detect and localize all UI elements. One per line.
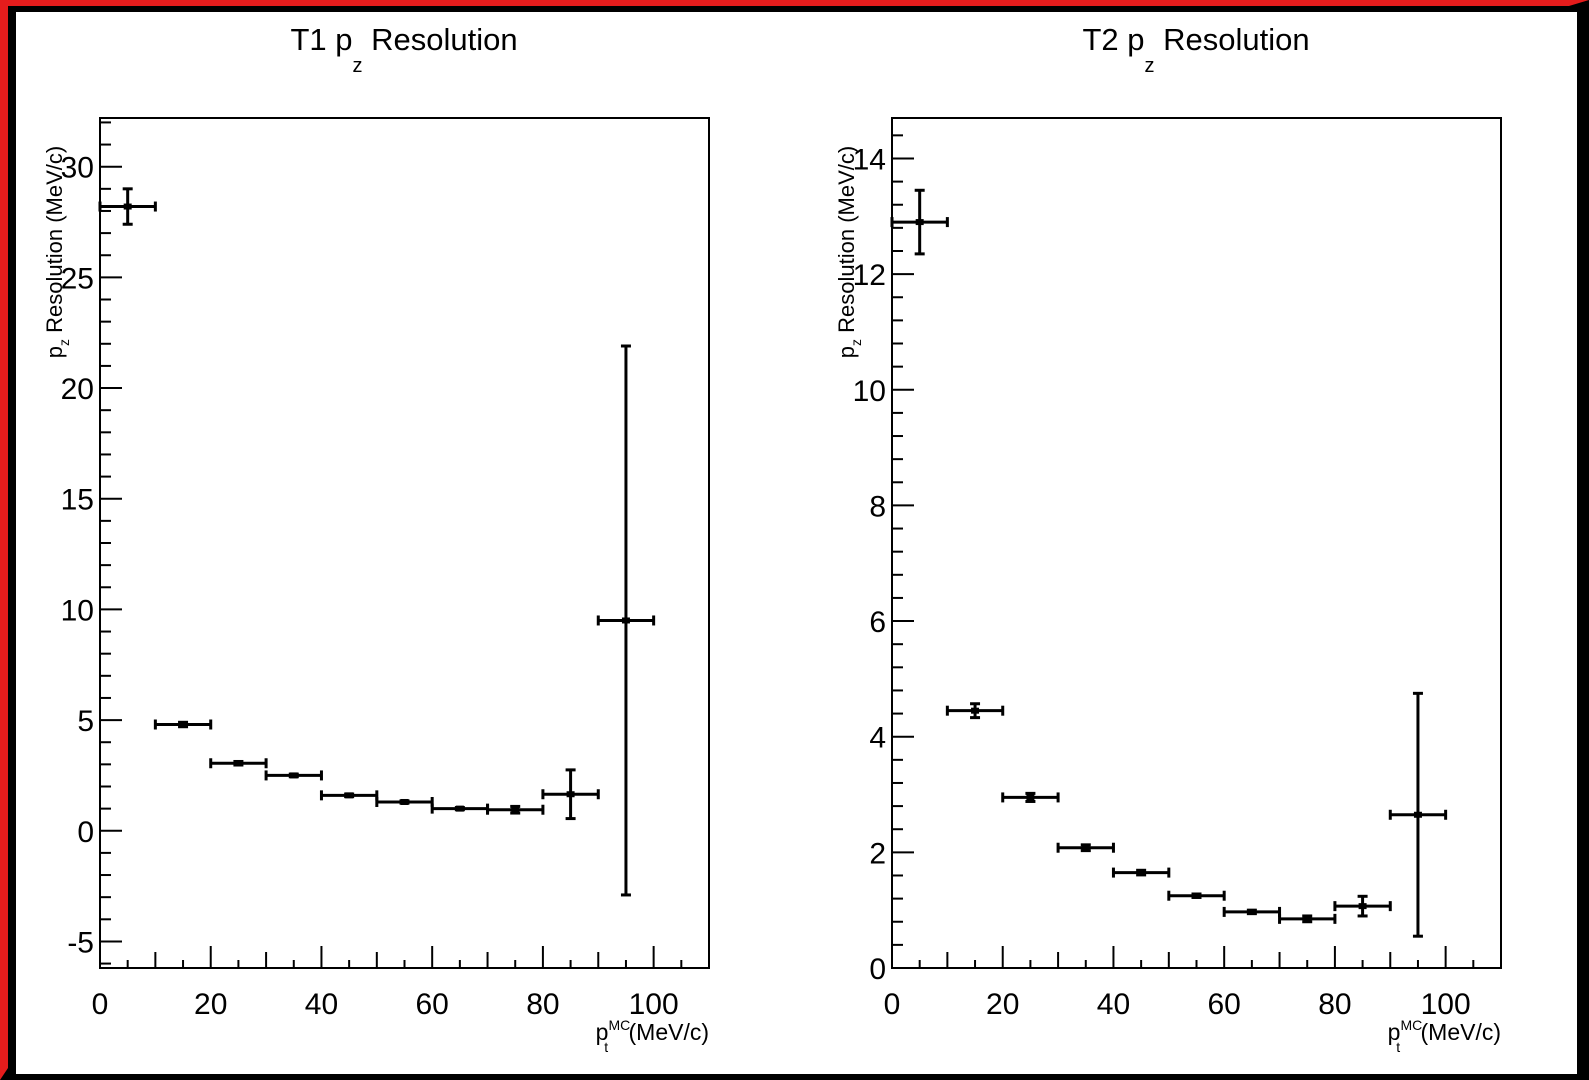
y-tick-label: -5 <box>67 926 94 959</box>
point-marker <box>971 707 980 714</box>
x-tick-label: 40 <box>1097 988 1130 1021</box>
point-marker <box>1247 908 1256 915</box>
x-axis-label: pMC t (MeV/c) <box>596 1017 709 1055</box>
y-tick-label: 25 <box>61 262 94 295</box>
point-marker <box>179 721 188 728</box>
y-tick-label: 10 <box>853 375 886 408</box>
x-tick-label: 20 <box>194 988 227 1021</box>
data-point <box>1167 890 1226 901</box>
data-point <box>541 768 600 821</box>
data-point <box>945 702 1005 720</box>
x-tick-label: 60 <box>1207 988 1240 1021</box>
data-point <box>596 344 656 897</box>
point-marker <box>289 772 298 779</box>
data-point <box>890 188 949 256</box>
data-point <box>98 187 157 226</box>
point-marker <box>915 219 924 226</box>
y-axis-label: pz Resolution (MeV/c) <box>834 146 864 358</box>
y-tick-label: 8 <box>869 490 886 523</box>
data-point <box>430 803 490 814</box>
y-tick-label: 6 <box>869 606 886 639</box>
point-marker <box>1192 892 1201 899</box>
point-marker <box>621 617 630 624</box>
data-point <box>1056 842 1115 853</box>
point-marker <box>1303 915 1312 922</box>
point-marker <box>400 798 409 805</box>
point-marker <box>123 203 132 210</box>
y-tick-label: 10 <box>61 594 94 627</box>
axes: 0 20 40 60 80 100 0 2 4 6 8 10 12 14 <box>853 134 1502 1021</box>
data-point <box>1278 913 1337 924</box>
point-marker <box>234 760 243 767</box>
point-marker <box>1137 869 1146 876</box>
x-tick-label: 40 <box>305 988 338 1021</box>
data-point <box>1001 791 1060 803</box>
y-tick-label: 2 <box>869 837 886 870</box>
data-points <box>98 187 656 897</box>
data-point <box>1333 894 1392 918</box>
y-tick-label: 15 <box>61 484 94 517</box>
data-point <box>264 770 323 781</box>
data-point <box>1388 691 1448 938</box>
chart-t2-pz-resolution: T2 pz Resolution 0 20 40 60 80 100 0 2 4 6 8 10 12 14… <box>834 22 1502 1055</box>
point-marker <box>1413 811 1422 818</box>
data-point <box>153 719 213 730</box>
chart-t1-pz-resolution: T1 pz Resolution 0 20 40 60 80 100 -5 0 5 10 15 20 2… <box>42 22 710 1055</box>
y-axis-label: pz Resolution (MeV/c) <box>42 146 72 358</box>
x-tick-label: 80 <box>1318 988 1351 1021</box>
data-point <box>1222 906 1282 917</box>
y-tick-label: 20 <box>61 373 94 406</box>
data-point <box>375 796 434 807</box>
x-tick-label: 60 <box>415 988 448 1021</box>
chart-title: T1 pz Resolution <box>290 22 517 77</box>
point-marker <box>566 791 575 798</box>
figure-canvas: T1 pz Resolution 0 20 40 60 80 100 -5 0 5 10 15 20 2… <box>16 12 1577 1074</box>
x-tick-label: 80 <box>526 988 559 1021</box>
point-marker <box>511 806 520 813</box>
y-tick-label: 5 <box>77 705 94 738</box>
point-marker <box>1358 903 1367 910</box>
plot-frame <box>891 117 1502 969</box>
y-tick-label: 14 <box>853 143 886 176</box>
x-tick-label: 0 <box>884 988 901 1021</box>
data-points <box>890 188 1448 938</box>
y-tick-label: 0 <box>869 953 886 986</box>
chart-title: T2 pz Resolution <box>1082 22 1309 77</box>
x-tick-label: 0 <box>92 988 109 1021</box>
y-tick-label: 0 <box>77 816 94 849</box>
y-tick-label: 12 <box>853 259 886 292</box>
figure-svg: T1 pz Resolution 0 20 40 60 80 100-5051015202… <box>42 22 1502 1055</box>
point-marker <box>455 805 464 812</box>
data-point <box>1111 867 1171 878</box>
point-marker <box>345 792 354 799</box>
x-tick-label: 100 <box>629 988 679 1021</box>
point-marker <box>1081 844 1090 851</box>
point-marker <box>1026 794 1035 801</box>
data-point <box>319 790 379 801</box>
y-tick-label: 4 <box>869 722 886 755</box>
data-point <box>486 804 545 815</box>
plot-frame <box>99 117 710 969</box>
x-tick-label: 20 <box>986 988 1019 1021</box>
axes: 0 20 40 60 80 100 -5 0 5 10 15 20 25 30 <box>61 121 710 1021</box>
x-tick-label: 100 <box>1421 988 1471 1021</box>
y-tick-label: 30 <box>61 152 94 185</box>
x-axis-label: pMC t (MeV/c) <box>1388 1017 1501 1055</box>
data-point <box>209 758 268 769</box>
